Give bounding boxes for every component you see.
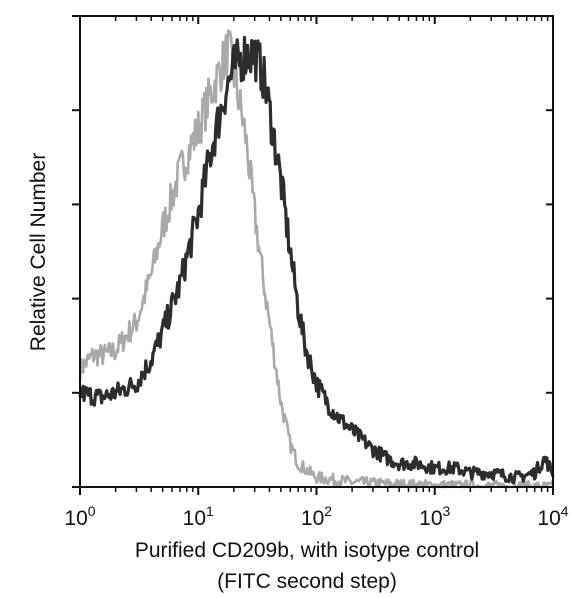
y-axis-title: Relative Cell Number — [27, 153, 50, 351]
series-1-line — [78, 29, 555, 489]
x-tick-label-1: 101 — [183, 503, 214, 530]
x-tick-label-2: 102 — [301, 503, 332, 530]
x-tick-label-0: 100 — [64, 503, 95, 530]
series-1-trace — [78, 29, 555, 489]
x-axis-title: Purified CD209b, with isotype control — [135, 539, 479, 562]
x-tick-label-3: 103 — [419, 503, 450, 530]
x-axis-tick-labels: 100 101 102 103 104 — [64, 503, 568, 530]
x-axis-ticks — [79, 487, 554, 495]
series-layer — [78, 29, 555, 489]
y-axis-ticks — [72, 15, 553, 488]
x-axis-minor-ticks — [79, 16, 554, 492]
series-0-line — [78, 35, 555, 485]
x-tick-label-4: 104 — [537, 503, 568, 530]
series-0-trace — [78, 35, 555, 485]
plot-frame — [79, 15, 554, 488]
x-axis-title-line2: (FITC second step) — [217, 570, 397, 593]
